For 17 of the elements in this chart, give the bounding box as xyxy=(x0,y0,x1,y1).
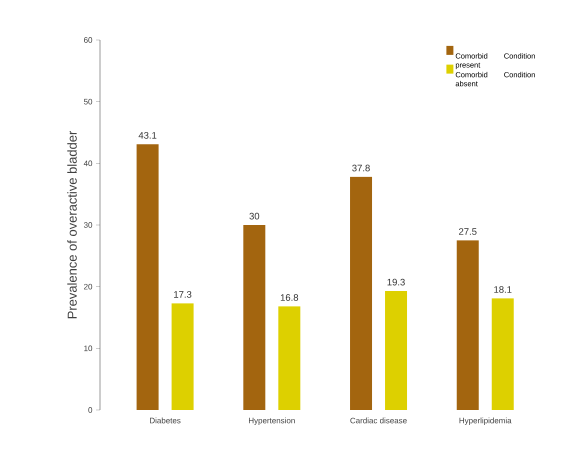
data-label: 16.8 xyxy=(280,294,298,301)
bar xyxy=(278,306,300,410)
bar xyxy=(456,240,479,410)
data-label: 43.1 xyxy=(138,132,156,139)
bar xyxy=(385,290,408,410)
y-axis-title: Prevalence of overactive bladder xyxy=(67,130,77,318)
data-label: 18.1 xyxy=(494,286,512,293)
data-label: 37.8 xyxy=(352,164,370,172)
data-label: 30 xyxy=(249,212,260,220)
data-label: 19.3 xyxy=(388,278,405,286)
bar xyxy=(492,298,514,410)
bar xyxy=(136,144,159,410)
bar xyxy=(243,225,266,410)
bar xyxy=(172,303,194,410)
data-label: 27.5 xyxy=(459,228,477,235)
bar xyxy=(350,176,372,410)
data-label: 17.3 xyxy=(174,291,192,298)
